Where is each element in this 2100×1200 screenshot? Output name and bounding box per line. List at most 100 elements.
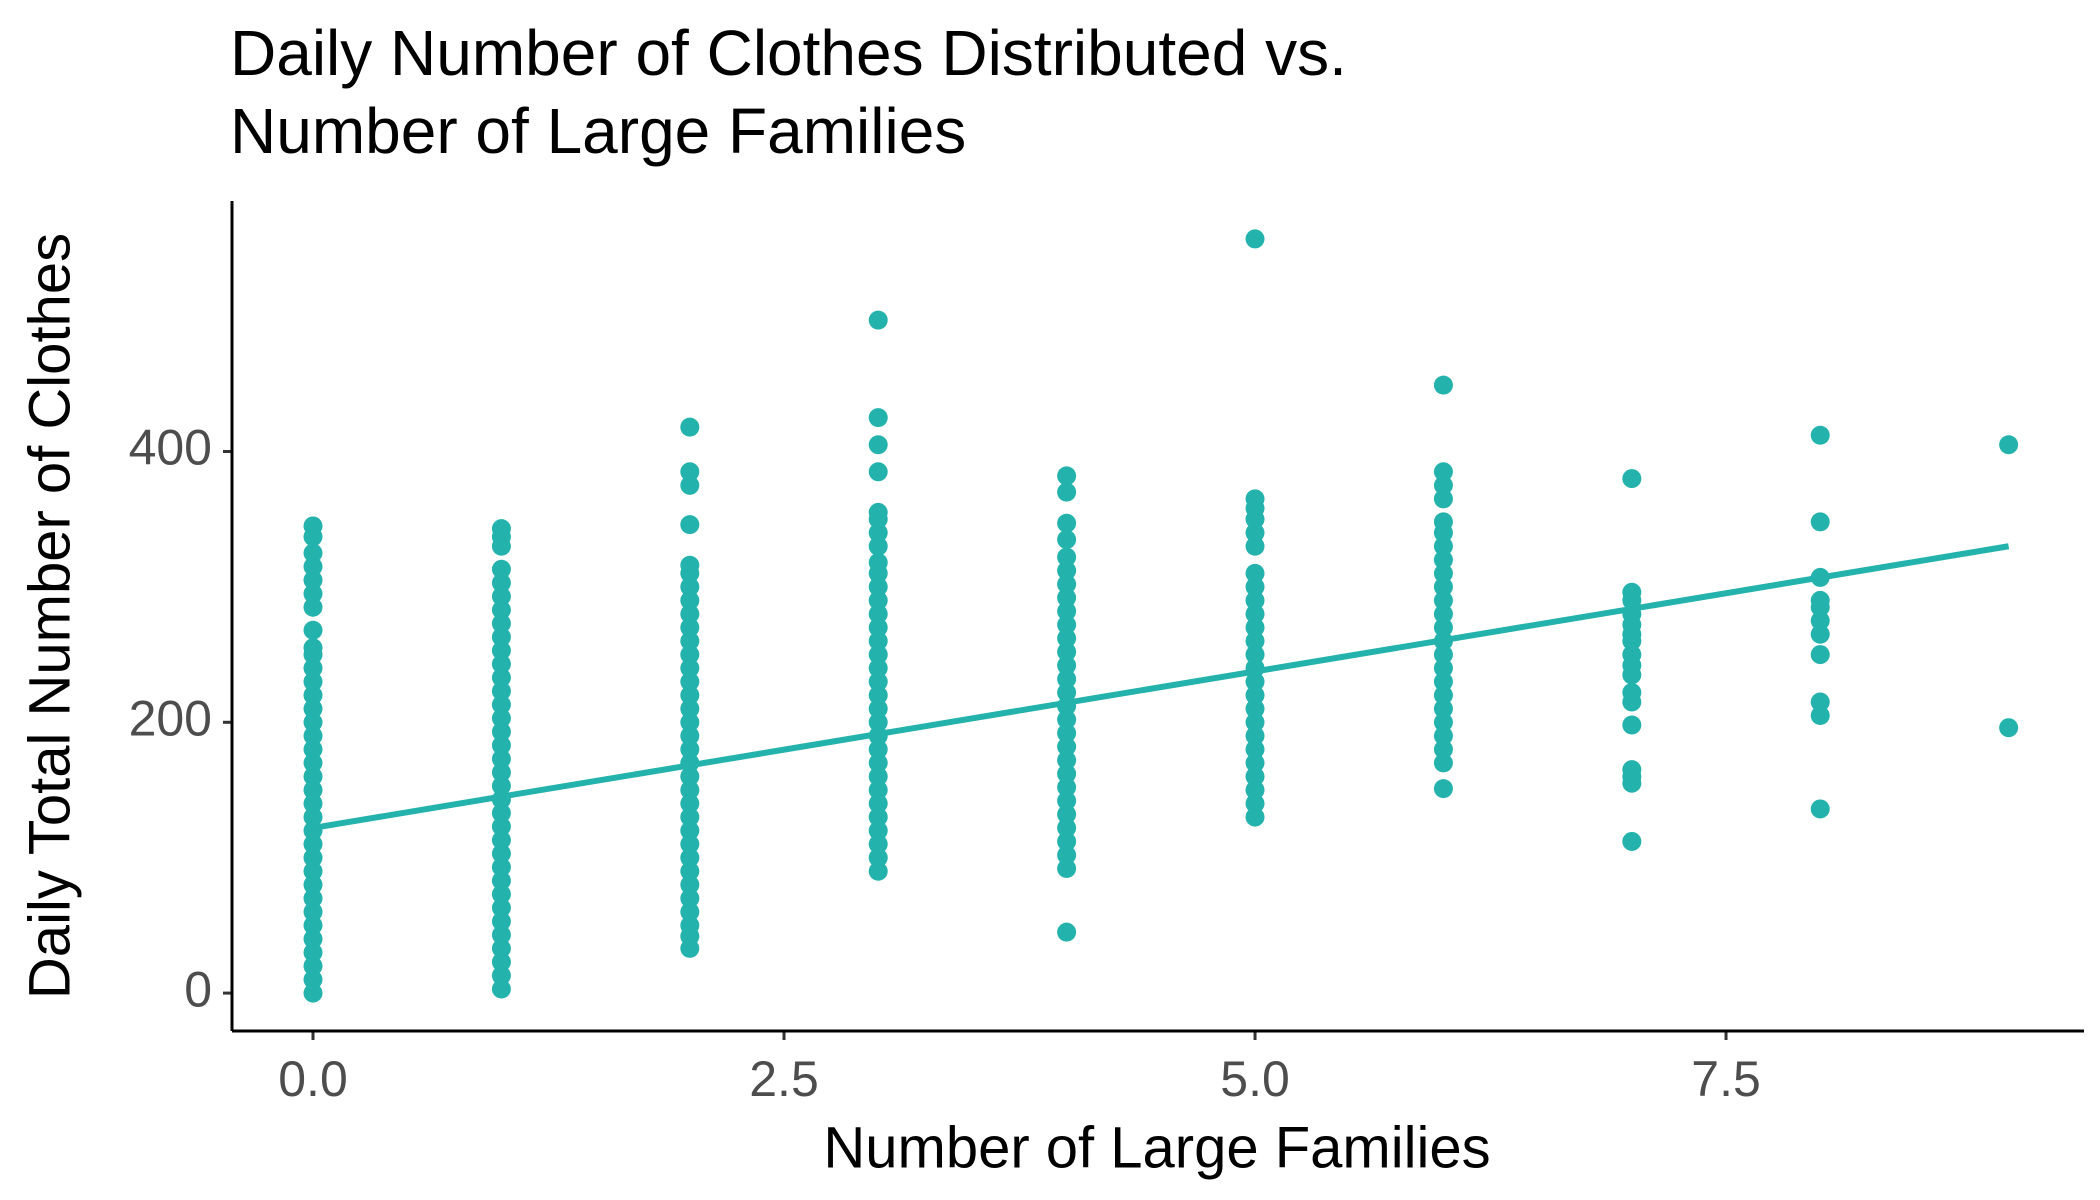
point (491, 898, 511, 918)
point (491, 573, 511, 593)
point (303, 834, 323, 854)
point (1622, 760, 1642, 780)
y-tick-label: 200 (129, 690, 212, 746)
chart-title: Daily Number of Clothes Distributed vs. (230, 17, 1347, 89)
point (680, 861, 700, 881)
point (491, 925, 511, 945)
point (1057, 466, 1077, 486)
point (491, 613, 511, 633)
point (868, 577, 888, 597)
point (1057, 642, 1077, 662)
point (1433, 645, 1453, 665)
point (1245, 780, 1265, 800)
point (1433, 590, 1453, 610)
point (1057, 529, 1077, 549)
point (680, 766, 700, 786)
point (1433, 512, 1453, 532)
point (491, 762, 511, 782)
point (1245, 229, 1265, 249)
point (1057, 859, 1077, 879)
point (680, 417, 700, 437)
point (680, 577, 700, 597)
point (303, 557, 323, 577)
point (1622, 683, 1642, 703)
point (1057, 818, 1077, 838)
point (1622, 645, 1642, 665)
point (1245, 753, 1265, 773)
point (680, 875, 700, 895)
point (680, 658, 700, 678)
point (491, 884, 511, 904)
point (1057, 710, 1077, 730)
point (303, 739, 323, 759)
point (303, 875, 323, 895)
point (303, 638, 323, 658)
point (680, 807, 700, 827)
point (491, 979, 511, 999)
trend-line (312, 543, 2010, 831)
point (491, 803, 511, 823)
point (868, 848, 888, 868)
point (303, 929, 323, 949)
point (491, 749, 511, 769)
point (1057, 737, 1077, 757)
point (1810, 624, 1830, 644)
point (303, 516, 323, 536)
point (303, 861, 323, 881)
point (868, 685, 888, 705)
x-tick-label: 0.0 (278, 1051, 348, 1107)
point (868, 553, 888, 573)
point (868, 821, 888, 841)
point (491, 641, 511, 661)
point (303, 766, 323, 786)
point (491, 559, 511, 579)
point (303, 753, 323, 773)
point (303, 712, 323, 732)
point (303, 956, 323, 976)
point (868, 699, 888, 719)
y-axis-label: Daily Total Number of Clothes (17, 233, 82, 999)
point (491, 627, 511, 647)
point (491, 695, 511, 715)
point (303, 902, 323, 922)
point (1057, 513, 1077, 533)
point (1433, 462, 1453, 482)
point (491, 857, 511, 877)
point (491, 776, 511, 796)
point (1057, 723, 1077, 743)
point (680, 780, 700, 800)
point (680, 726, 700, 746)
point (1057, 669, 1077, 689)
point (491, 938, 511, 958)
point (303, 942, 323, 962)
point (1433, 604, 1453, 624)
point (491, 708, 511, 728)
point (303, 983, 323, 1003)
point (1245, 807, 1265, 827)
point (303, 970, 323, 990)
point (1245, 739, 1265, 759)
point (491, 519, 511, 539)
point (491, 600, 511, 620)
point (303, 543, 323, 563)
point (1433, 739, 1453, 759)
point (1245, 766, 1265, 786)
point (868, 766, 888, 786)
point (1433, 699, 1453, 719)
point (303, 794, 323, 814)
point (1810, 692, 1830, 712)
point (868, 712, 888, 732)
point (1245, 672, 1265, 692)
x-axis-label: Number of Large Families (823, 1115, 1490, 1180)
point (303, 584, 323, 604)
point (491, 817, 511, 837)
point (868, 672, 888, 692)
point (303, 672, 323, 692)
point (303, 570, 323, 590)
point (1057, 561, 1077, 581)
point (491, 830, 511, 850)
point (1433, 489, 1453, 509)
point (303, 685, 323, 705)
point (680, 848, 700, 868)
